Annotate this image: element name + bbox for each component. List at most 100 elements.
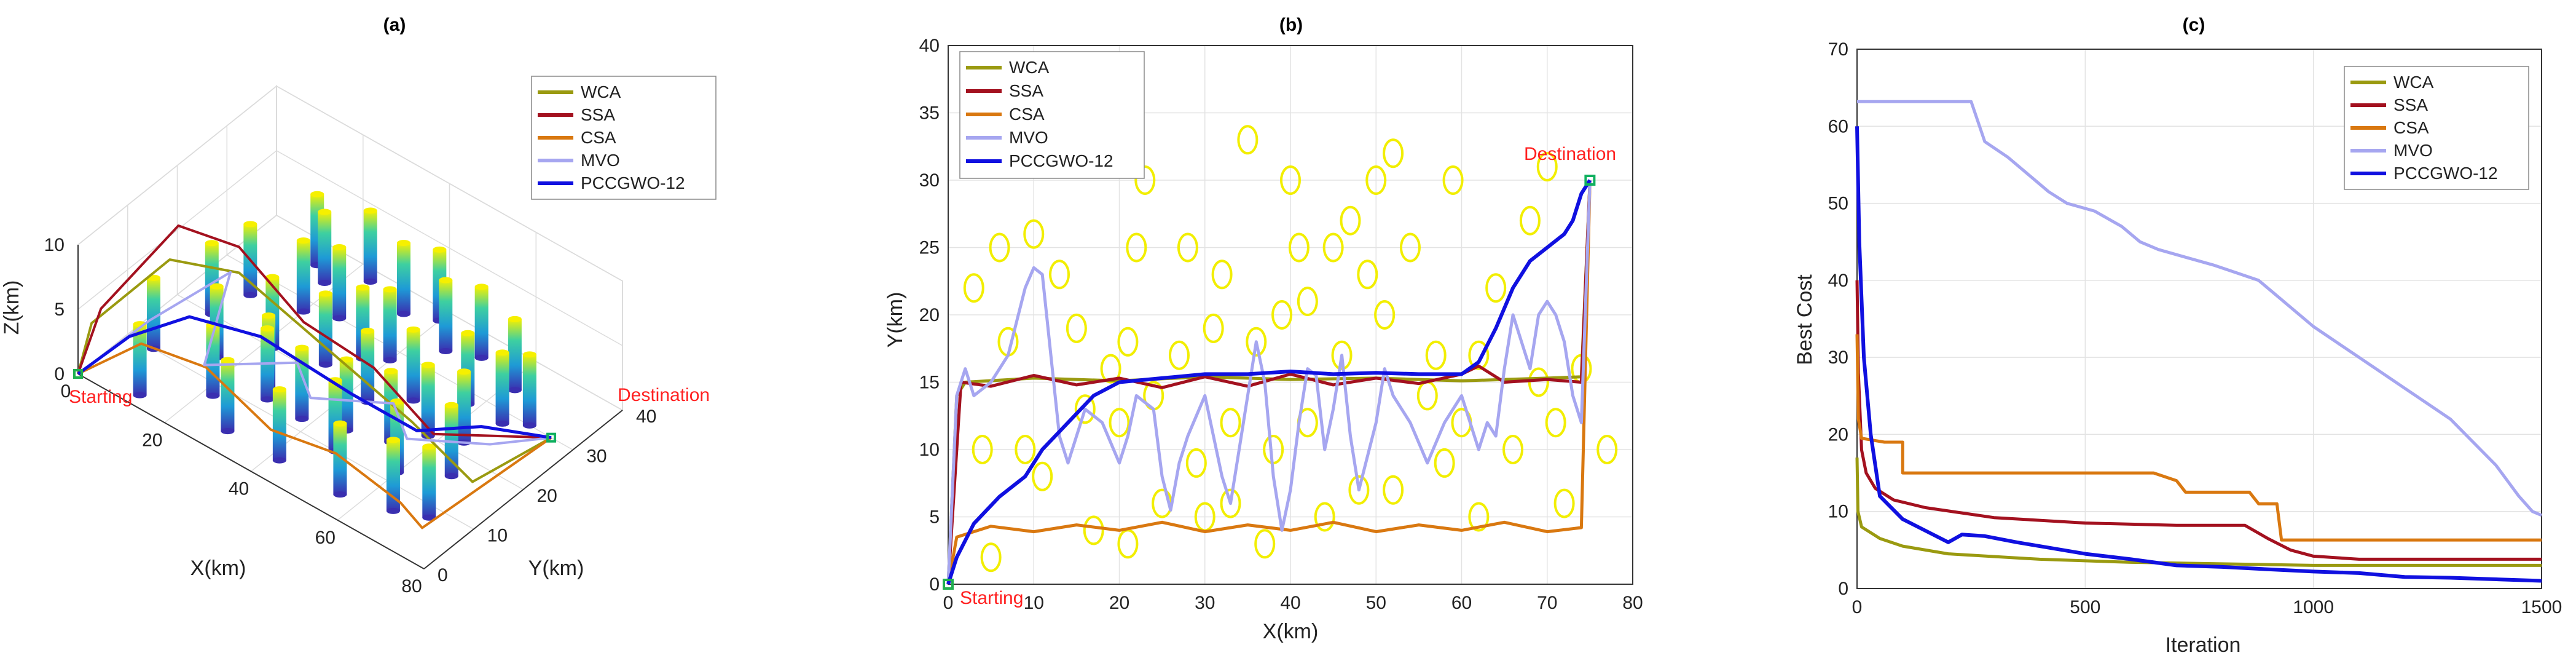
b-obstacle-30: [1254, 529, 1276, 559]
obstacle-base: [261, 396, 275, 403]
a-obstacle-19: [474, 283, 489, 361]
panel-c-title: (c): [2183, 15, 2205, 35]
plot-frame: [948, 45, 1633, 585]
b-obstacle-21: [1177, 232, 1198, 263]
obstacle-top: [433, 246, 447, 253]
obstacle-top: [272, 386, 286, 393]
b-obstacle-59: [1536, 152, 1558, 182]
panel-b-start-label: Starting: [960, 588, 1023, 608]
obstacle-top: [495, 349, 509, 356]
z-tick-label: 0: [54, 364, 65, 384]
b-obstacle-34: [1288, 232, 1310, 263]
legend-label-csa: CSA: [581, 128, 616, 147]
y-tick-label: 5: [929, 507, 940, 528]
obstacle-body: [422, 446, 436, 518]
obstacle-body: [296, 240, 310, 312]
grid-z: [77, 215, 623, 411]
start-marker: [73, 369, 83, 379]
x-tick-label: 0: [1852, 597, 1863, 617]
y-tick-label: 30: [1828, 347, 1848, 368]
y-axis-line: [423, 410, 623, 569]
panel-a-zlabel: Z(km): [0, 280, 23, 335]
obstacle-body: [221, 360, 235, 432]
obstacle-base: [386, 507, 400, 514]
obstacle-top: [262, 312, 276, 319]
b-obstacle-11: [1083, 515, 1104, 545]
series-line-ssa: [77, 224, 552, 439]
b-obstacle-41: [1348, 475, 1370, 505]
panel-c-ylabel: Best Cost: [1793, 274, 1816, 365]
b-obstacle-45: [1383, 138, 1404, 168]
series-line-mvo: [1857, 100, 2542, 517]
a-obstacle-29: [422, 443, 436, 521]
obstacle-top: [205, 240, 219, 247]
obstacle-body: [383, 289, 397, 360]
b-obstacle-2: [980, 542, 1002, 573]
obstacle-base: [332, 315, 347, 322]
b-obstacle-22: [1185, 448, 1207, 478]
x-tick-label: 40: [1280, 593, 1300, 613]
legend-label-wca: WCA: [2393, 73, 2434, 92]
b-obstacle-7: [1032, 461, 1053, 491]
a-obstacle-37: [296, 237, 310, 315]
obstacle-top: [421, 362, 435, 368]
panel-b: (b) 0 10 20 30 40 50 60 70 80 0 5 10 15 20 25 30 35 40 X(…: [884, 15, 1643, 643]
obstacle-body: [146, 277, 160, 349]
b-obstacle-63: [1596, 435, 1618, 464]
panel-a-legend: WCA SSA CSA MVO PCCGWO-12: [531, 76, 717, 200]
a-obstacle-9: [221, 357, 235, 435]
legend-label-ssa: SSA: [1009, 81, 1043, 100]
b-obstacle-29: [1246, 327, 1267, 357]
series-line-csa: [77, 342, 552, 529]
legend-label-csa: CSA: [2393, 118, 2429, 137]
x-tick-label: 500: [2070, 597, 2100, 617]
series-line-wca: [77, 258, 552, 483]
b-obstacle-61: [1553, 488, 1575, 518]
x-tick-label: 1500: [2521, 597, 2562, 617]
obstacle-body: [522, 354, 536, 426]
x-tick-label: 80: [401, 576, 422, 597]
y-tick-label: 70: [1828, 39, 1848, 60]
series-line-ssa: [1855, 280, 2542, 561]
panel-c: (c) 0 500 1000 1500 0 10 20 30 40 50 60 70 Iteratio…: [1793, 15, 2562, 657]
obstacle-top: [333, 420, 347, 427]
obstacle-body: [361, 330, 375, 402]
b-obstacle-17: [1134, 165, 1156, 195]
obstacle-base: [243, 291, 257, 298]
obstacle-base: [396, 311, 410, 317]
b-obstacle-43: [1365, 165, 1387, 195]
a-obstacle-34: [421, 362, 435, 439]
obstacle-top: [396, 240, 410, 247]
obstacle-body: [339, 359, 353, 430]
obstacle-top: [221, 357, 235, 363]
obstacle-base: [422, 514, 436, 521]
obstacle-top: [461, 330, 475, 336]
grid-z: [77, 85, 623, 282]
y-tick-label: 10: [919, 440, 940, 460]
a-obstacle-12: [295, 344, 309, 422]
obstacle-base: [444, 473, 458, 480]
panel-c-ticks: 0 500 1000 1500 0 10 20 30 40 50 60 70: [1828, 39, 2562, 617]
obstacle-top: [474, 283, 489, 290]
obstacle-body: [332, 247, 347, 319]
legend-label-wca: WCA: [1009, 58, 1050, 77]
series-line-pccgwo-12: [77, 315, 552, 440]
panel-b-destination-label: Destination: [1524, 144, 1616, 164]
b-obstacle-24: [1203, 313, 1224, 343]
b-obstacle-1: [972, 435, 993, 464]
b-obstacle-28: [1237, 125, 1259, 155]
b-obstacle-3: [989, 232, 1010, 263]
panel-a: (a) 0 20 40 60 80 0 10 20 30 40 0 5 10 X(km) Y(km) Z…: [0, 15, 717, 597]
obstacle-base: [221, 428, 235, 435]
legend-label-mvo: MVO: [1009, 128, 1048, 147]
obstacle-top: [318, 208, 332, 215]
legend-label-pccgwo-12: PCCGWO-12: [2393, 164, 2498, 183]
obstacle-top: [261, 325, 275, 331]
b-obstacle-58: [1528, 367, 1549, 397]
a-obstacle-25: [457, 368, 471, 446]
obstacle-base: [133, 392, 147, 398]
destination-marker: [1584, 175, 1596, 186]
z-tick-label: 10: [44, 235, 65, 255]
x-tick-label: 20: [142, 430, 162, 450]
y-tick-label: 20: [919, 305, 940, 325]
